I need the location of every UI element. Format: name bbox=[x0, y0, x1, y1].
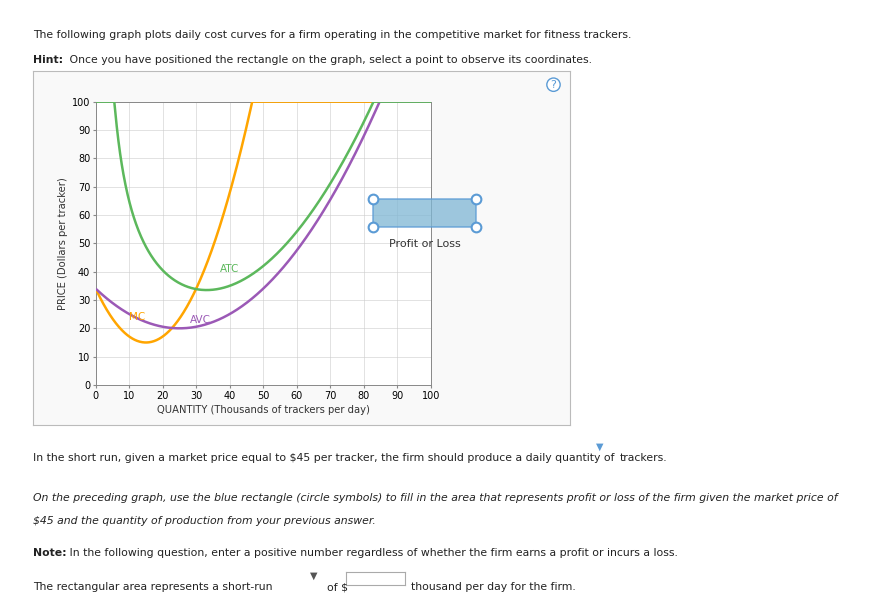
Text: Hint:: Hint: bbox=[33, 55, 63, 65]
Text: In the following question, enter a positive number regardless of whether the fir: In the following question, enter a posit… bbox=[66, 548, 677, 558]
Text: On the preceding graph, use the blue rectangle (circle symbols) to fill in the a: On the preceding graph, use the blue rec… bbox=[33, 493, 837, 503]
Text: ▼: ▼ bbox=[595, 442, 602, 452]
Text: thousand per day for the firm.: thousand per day for the firm. bbox=[410, 582, 574, 592]
Text: Profit or Loss: Profit or Loss bbox=[388, 239, 460, 249]
Text: MC: MC bbox=[129, 312, 145, 322]
Text: Once you have positioned the rectangle on the graph, select a point to observe i: Once you have positioned the rectangle o… bbox=[66, 55, 592, 65]
Text: ATC: ATC bbox=[219, 264, 239, 274]
Text: AVC: AVC bbox=[189, 315, 210, 325]
X-axis label: QUANTITY (Thousands of trackers per day): QUANTITY (Thousands of trackers per day) bbox=[156, 405, 369, 415]
Text: ?: ? bbox=[550, 79, 556, 90]
Text: of $: of $ bbox=[327, 582, 348, 592]
Text: In the short run, given a market price equal to $45 per tracker, the firm should: In the short run, given a market price e… bbox=[33, 453, 614, 463]
Text: ▼: ▼ bbox=[310, 571, 317, 581]
Y-axis label: PRICE (Dollars per tracker): PRICE (Dollars per tracker) bbox=[57, 177, 68, 310]
Text: $45 and the quantity of production from your previous answer.: $45 and the quantity of production from … bbox=[33, 516, 375, 526]
Text: Note:: Note: bbox=[33, 548, 67, 558]
Text: The following graph plots daily cost curves for a firm operating in the competit: The following graph plots daily cost cur… bbox=[33, 30, 631, 39]
FancyBboxPatch shape bbox=[373, 198, 475, 227]
Text: The rectangular area represents a short-run: The rectangular area represents a short-… bbox=[33, 582, 272, 592]
Text: trackers.: trackers. bbox=[619, 453, 667, 463]
